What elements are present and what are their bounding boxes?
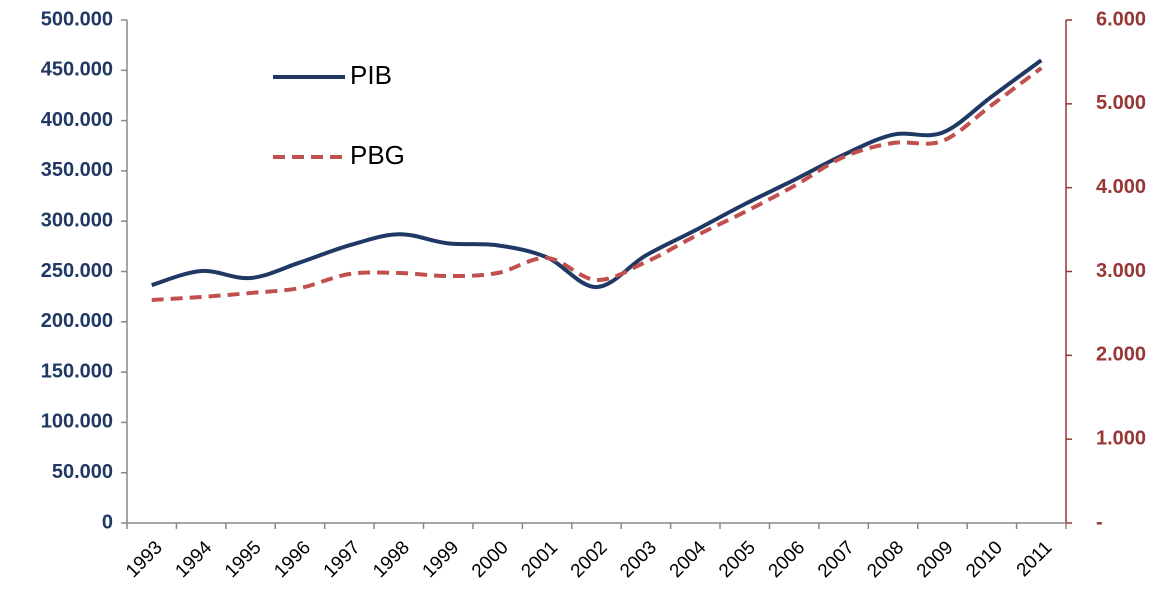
y-tick-label: 50.000 xyxy=(52,461,113,483)
series-line xyxy=(151,58,1043,290)
x-tick-label: 1995 xyxy=(221,537,266,582)
x-tick-label: 2000 xyxy=(468,537,513,582)
x-tick-label: 1999 xyxy=(419,537,464,582)
y2-tick-label: 1.000 xyxy=(1096,427,1146,449)
series-line xyxy=(151,66,1043,302)
x-tick-label: 2001 xyxy=(517,537,562,582)
x-tick-label: 1993 xyxy=(122,537,167,582)
y-tick-label: 500.000 xyxy=(41,8,113,30)
y2-tick-label: 6.000 xyxy=(1096,8,1146,30)
y-tick-label: 450.000 xyxy=(41,59,113,81)
x-tick-label: 1994 xyxy=(171,537,216,582)
x-tick-label: 1996 xyxy=(270,537,315,582)
x-tick-label: 2008 xyxy=(863,537,908,582)
y-tick-label: 200.000 xyxy=(41,310,113,332)
x-tick-label: 1998 xyxy=(369,537,414,582)
legend-label: PIB xyxy=(350,60,392,90)
y-tick-label: 400.000 xyxy=(41,109,113,131)
y-tick-label: 0 xyxy=(102,511,113,533)
y2-tick-label: 5.000 xyxy=(1096,92,1146,114)
legend-label: PBG xyxy=(350,140,405,170)
y2-tick-label: 2.000 xyxy=(1096,344,1146,366)
x-tick-label: 1997 xyxy=(320,537,365,582)
y-tick-label: 300.000 xyxy=(41,209,113,231)
x-tick-label: 2004 xyxy=(666,537,711,582)
x-tick-label: 2010 xyxy=(962,537,1007,582)
x-tick-label: 2009 xyxy=(913,537,958,582)
y-tick-label: 150.000 xyxy=(41,360,113,382)
x-tick-label: 2003 xyxy=(616,537,661,582)
x-tick-label: 2005 xyxy=(715,537,760,582)
x-tick-label: 2006 xyxy=(765,537,810,582)
y2-tick-label: 3.000 xyxy=(1096,260,1146,282)
y2-tick-label: - xyxy=(1096,511,1103,533)
y2-tick-label: 4.000 xyxy=(1096,176,1146,198)
y-tick-label: 250.000 xyxy=(41,260,113,282)
y-tick-label: 350.000 xyxy=(41,159,113,181)
y-tick-label: 100.000 xyxy=(41,411,113,433)
x-tick-label: 2011 xyxy=(1013,537,1057,581)
x-tick-label: 2002 xyxy=(567,537,612,582)
x-tick-label: 2007 xyxy=(814,537,859,582)
